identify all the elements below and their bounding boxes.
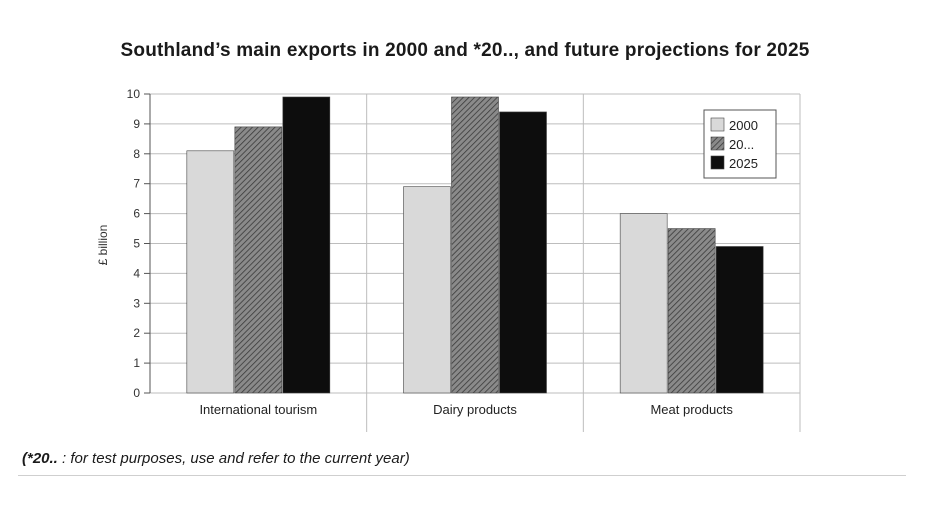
footnote-marker: (*20.. <box>22 450 58 467</box>
y-tick-label-8: 8 <box>133 147 140 161</box>
bar-2-1 <box>667 228 716 394</box>
legend-swatch-2 <box>710 155 725 170</box>
category-label-1: Dairy products <box>433 402 517 417</box>
bar-0-1 <box>234 126 283 394</box>
y-tick-label-9: 9 <box>133 117 140 131</box>
footnote: (*20.. : for test purposes, use and refe… <box>22 450 410 467</box>
y-tick-label-7: 7 <box>133 177 140 191</box>
legend-swatch-0 <box>710 117 725 132</box>
legend-label-1: 20... <box>729 137 754 152</box>
legend-label-2: 2025 <box>729 156 758 171</box>
y-tick-label-2: 2 <box>133 326 140 340</box>
bar-2-2 <box>715 246 764 394</box>
legend-label-0: 2000 <box>729 118 758 133</box>
category-label-2: Meat products <box>650 402 733 417</box>
y-axis-label: £ billion <box>96 225 110 266</box>
y-tick-label-10: 10 <box>127 87 141 101</box>
legend: 2000 20... 2025 <box>703 109 777 179</box>
bars <box>186 96 764 394</box>
y-tick-label-4: 4 <box>133 266 140 280</box>
bar-2-0 <box>619 213 668 394</box>
bar-1-0 <box>403 186 451 394</box>
y-tick-label-0: 0 <box>133 386 140 400</box>
y-tick-label-1: 1 <box>133 356 140 370</box>
divider <box>18 475 906 476</box>
y-tick-label-6: 6 <box>133 207 140 221</box>
chart-title: Southland’s main exports in 2000 and *20… <box>120 40 810 61</box>
axes: 0 1 2 3 4 5 6 7 8 9 10 £ billion International touri… <box>96 87 733 417</box>
bar-0-2 <box>282 96 331 394</box>
y-tick-label-5: 5 <box>133 237 140 251</box>
bar-1-2 <box>499 111 547 394</box>
footnote-text: : for test purposes, use and refer to th… <box>57 450 410 467</box>
legend-swatch-1 <box>710 136 725 151</box>
category-label-0: International tourism <box>199 402 317 417</box>
y-tick-label-3: 3 <box>133 296 140 310</box>
bar-1-1 <box>451 96 499 394</box>
bar-0-0 <box>186 150 235 394</box>
